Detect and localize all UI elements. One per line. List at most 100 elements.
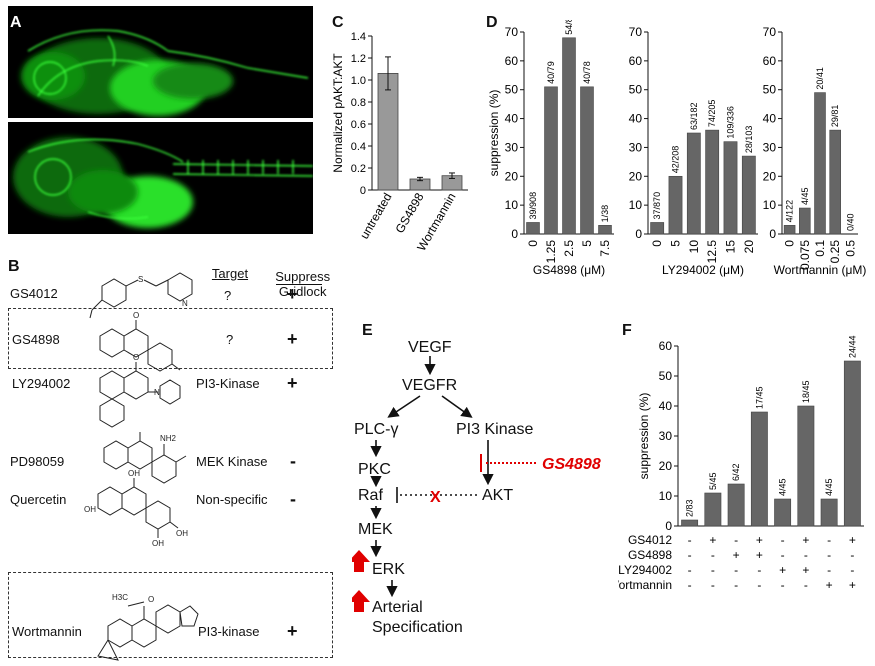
atom-n-2: N: [154, 388, 160, 397]
bar: [774, 498, 792, 527]
atom-oh-4: OH: [152, 539, 164, 548]
bar: [562, 37, 576, 235]
data-label: 40/79: [546, 61, 556, 84]
node-raf: Raf: [358, 487, 383, 504]
y-tick-label: 0: [665, 519, 672, 533]
header-target: Target: [211, 266, 249, 281]
combo-row-label: GS4012: [628, 533, 672, 547]
data-label: 37/870: [652, 192, 662, 220]
chart-f-combination: 0 10 20 30 40 50 60 suppression (%) 2/83 5/45 6/42…: [618, 335, 864, 592]
combo-sign: -: [827, 563, 831, 577]
panel-label-d: D: [486, 14, 498, 31]
data-label: 24/44: [847, 335, 857, 358]
sign-wortmannin: +: [287, 621, 298, 641]
y-tick-label: 0.4: [351, 141, 366, 153]
combo-sign: -: [827, 533, 831, 547]
combo-sign: +: [779, 563, 786, 577]
pathway-diagram: VEGF VEGFR PLC-γ PI3 Kinase PKC Raf AKT …: [352, 339, 601, 636]
micrograph-top: [8, 6, 313, 118]
dashed-box-flavones: [8, 308, 333, 369]
combo-sign: -: [688, 533, 692, 547]
sign-quercetin: -: [290, 489, 296, 509]
combo-sign: -: [711, 578, 715, 592]
bar: [598, 225, 612, 235]
data-label: 6/42: [731, 463, 741, 481]
compound-name-wortmannin: Wortmannin: [12, 624, 82, 639]
x-axis-label: GS4898 (μM): [533, 263, 605, 277]
combo-sign: -: [850, 548, 854, 562]
combo-sign: +: [756, 533, 763, 547]
bar: [783, 225, 796, 235]
y-tick-label: 40: [629, 112, 643, 126]
bar: [650, 222, 665, 235]
y-tick-label: 50: [629, 83, 643, 97]
data-label: 4/122: [785, 200, 795, 223]
y-tick-label: 40: [763, 112, 777, 126]
sign-gs4012: +: [287, 284, 298, 304]
bar: [544, 86, 558, 235]
y-tick-label: 50: [659, 369, 673, 383]
combo-sign: -: [757, 563, 761, 577]
bar: [580, 86, 594, 235]
atom-oh-3: OH: [176, 529, 188, 538]
y-tick-label: 0: [360, 185, 366, 197]
target-wortmannin: PI3-kinase: [198, 624, 260, 639]
y-tick-label: 20: [659, 459, 673, 473]
y-tick-label: 60: [629, 54, 643, 68]
target-pd98059: MEK Kinase: [196, 454, 268, 469]
structure-gs4012: [89, 272, 193, 319]
node-vegfr: VEGFR: [402, 377, 457, 394]
y-tick-label: 30: [629, 140, 643, 154]
combo-sign: +: [849, 533, 856, 547]
x-axis-label: Wortmannin (μM): [774, 263, 867, 277]
y-tick-label: 60: [505, 54, 519, 68]
y-tick-label: 30: [763, 140, 777, 154]
combo-row-label: Wortmannin: [618, 578, 672, 592]
combo-sign: +: [733, 548, 740, 562]
bar: [377, 73, 399, 191]
atom-h3c: H3C: [112, 593, 128, 602]
node-erk: ERK: [372, 561, 405, 578]
atom-oh-2: OH: [84, 505, 96, 514]
bar: [686, 132, 701, 235]
bar: [526, 222, 540, 235]
bar: [843, 360, 861, 527]
data-label: 63/182: [689, 102, 699, 130]
node-mek: MEK: [358, 521, 393, 538]
y-tick-label: 40: [505, 112, 519, 126]
compound-name-pd98059: PD98059: [10, 454, 65, 469]
combo-sign: -: [757, 578, 761, 592]
atom-oh-1: OH: [128, 469, 140, 478]
y-tick-label: 20: [763, 169, 777, 183]
y-tick-label: 60: [763, 54, 777, 68]
atom-o-1: O: [133, 311, 139, 320]
y-tick-label: 1.0: [351, 75, 366, 87]
category-label: 7.5: [598, 240, 612, 257]
compound-name-ly294002: LY294002: [12, 376, 71, 391]
bar: [814, 92, 826, 235]
y-tick-label: 20: [629, 169, 643, 183]
y-tick-label: 10: [505, 198, 519, 212]
data-label: 20/41: [815, 67, 825, 90]
inhibitor-label-gs4898: GS4898: [542, 456, 601, 473]
up-arrow-icon-arterial: [352, 590, 370, 612]
combo-sign: -: [850, 563, 854, 577]
category-label: 0: [526, 240, 540, 247]
compound-name-gs4898: GS4898: [12, 332, 60, 347]
atom-o-3: O: [148, 595, 154, 604]
combo-sign: -: [688, 563, 692, 577]
data-label: 54/80: [564, 20, 574, 35]
y-tick-label: 50: [763, 83, 777, 97]
target-gs4012: ?: [224, 288, 232, 303]
category-label: 20: [742, 240, 756, 254]
category-label: 0.075: [798, 240, 812, 270]
y-tick-label: 30: [659, 429, 673, 443]
target-gs4898: ?: [226, 332, 234, 347]
dashed-box-wortmannin: [8, 572, 333, 658]
data-label: 39/908: [528, 192, 538, 220]
combo-sign: +: [756, 548, 763, 562]
data-label: 2/83: [685, 499, 695, 517]
structure-wortmannin: [97, 601, 199, 661]
data-label: 109/336: [726, 106, 736, 139]
combo-sign: +: [802, 533, 809, 547]
